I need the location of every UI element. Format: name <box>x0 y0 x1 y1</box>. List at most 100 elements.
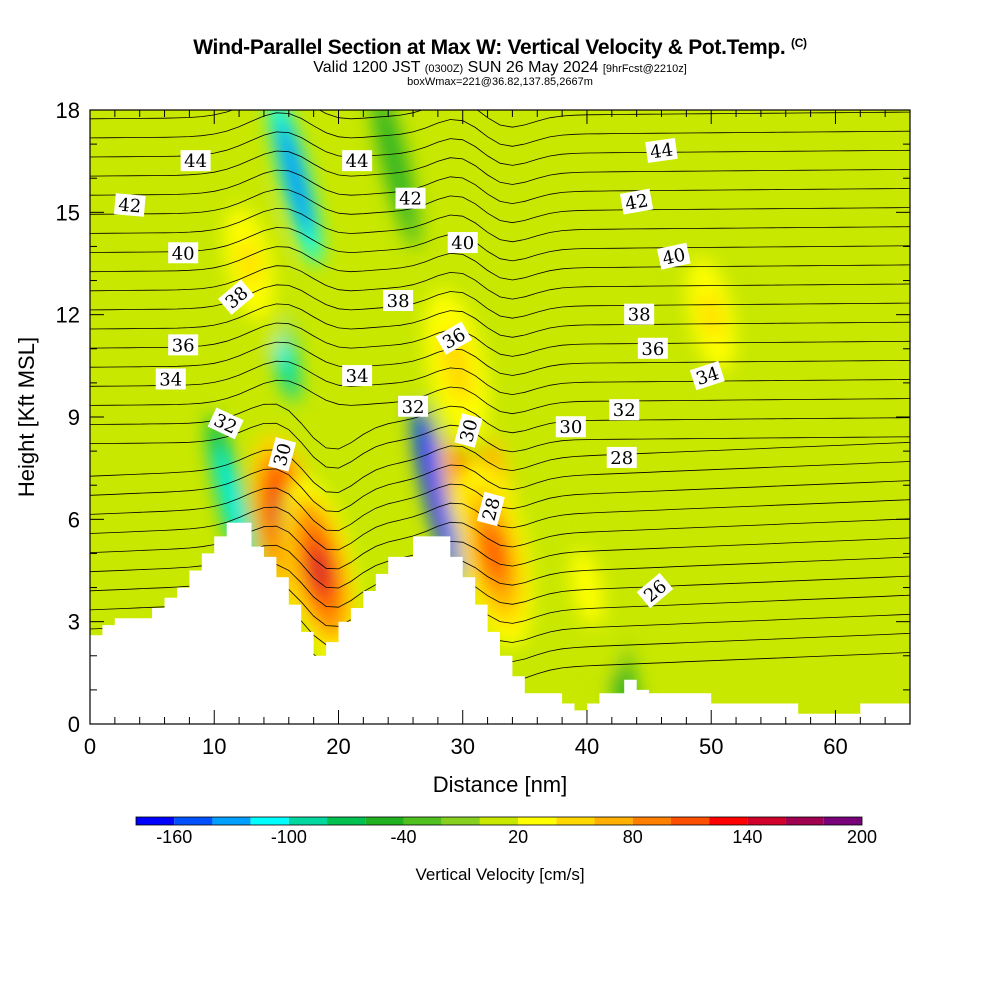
isentrope-label-box <box>624 303 655 325</box>
x-tick-label: 40 <box>575 734 599 759</box>
isentrope-line-11 <box>90 442 910 493</box>
isentrope-label-12: 36 <box>168 334 199 356</box>
isentrope-label-text: 36 <box>172 335 195 356</box>
isentrope-line-17 <box>90 322 910 357</box>
colorbar-tick-label: 140 <box>732 827 762 847</box>
isentrope-label-box <box>637 337 668 359</box>
isentrope-label-19: 32 <box>398 395 429 418</box>
isentrope-line-18 <box>90 303 910 338</box>
colorbar-swatch <box>174 817 213 825</box>
colorbar-swatch <box>212 817 251 825</box>
x-tick-label: 30 <box>450 734 474 759</box>
isentrope-label-6: 40 <box>168 242 199 264</box>
isentrope-label-7: 40 <box>447 232 478 254</box>
colorbar-swatch <box>479 817 519 825</box>
isentrope-label-4: 42 <box>395 187 426 210</box>
colorbar-tick-label: -100 <box>271 827 307 847</box>
isentrope-label-box <box>435 321 473 355</box>
colorbar-tick-label: 200 <box>847 827 877 847</box>
chart-title-text: Wind-Parallel Section at Max W: Vertical… <box>193 36 786 59</box>
isentrope-line-29 <box>90 110 910 128</box>
isentrope-label-box <box>476 491 505 527</box>
isentrope-label-text: 42 <box>117 195 142 218</box>
y-tick-label: 9 <box>68 405 80 430</box>
isentrope-line-27 <box>90 131 910 166</box>
box-info-line: boxWmax=221@36.82,137.85,2667m <box>407 76 593 88</box>
x-tick-label: 0 <box>84 734 96 759</box>
isentrope-label-box <box>155 368 186 390</box>
isentrope-label-text: 38 <box>628 305 651 326</box>
y-tick-label: 6 <box>68 507 80 532</box>
isentrope-label-text: 28 <box>610 448 633 469</box>
isentrope-label-box <box>555 416 586 438</box>
isentrope-label-text: 32 <box>613 400 636 421</box>
isentrope-line-25 <box>90 169 910 205</box>
isentrope-label-11: 38 <box>624 303 655 326</box>
isentrope-label-15: 34 <box>155 368 186 390</box>
colorbar-swatch <box>136 817 175 825</box>
axis-ticks <box>89 109 911 725</box>
isentrope-line-23 <box>90 207 910 243</box>
colorbar-tick-label: 20 <box>508 827 528 847</box>
x-tick-label: 60 <box>823 734 847 759</box>
isentrope-label-text: 40 <box>451 233 474 254</box>
colorbar-swatch <box>327 817 366 825</box>
updraft-6-level-4 <box>701 291 721 338</box>
isentrope-label-1: 44 <box>342 150 373 172</box>
colorbar-swatch <box>823 817 862 825</box>
x-tick-label: 50 <box>699 734 723 759</box>
isentrope-label-text: 34 <box>159 369 182 390</box>
isentrope-label-box <box>383 290 414 312</box>
colorbar-frame <box>135 816 863 826</box>
isentrope-label-box <box>689 360 725 391</box>
isentrope-label-text: 40 <box>172 243 195 264</box>
isentrope-line-28 <box>90 112 910 147</box>
terrain <box>90 522 910 724</box>
colorbar-swatch <box>670 817 710 825</box>
isentrope-label-2: 44 <box>645 137 678 163</box>
isentrope-label-box <box>342 365 373 387</box>
isentrope-line-8 <box>90 499 910 551</box>
isentrope-label-box <box>342 150 373 172</box>
isentrope-line-10 <box>90 461 910 513</box>
colorbar-tick-label: -40 <box>390 827 416 847</box>
isentrope-label-text: 40 <box>661 245 688 270</box>
colorbar-tick-label: 80 <box>623 827 643 847</box>
isentrope-label-text: 44 <box>184 151 207 172</box>
valid-prefix: Valid 1200 JST <box>313 59 421 76</box>
x-axis-label: Distance [nm] <box>433 772 568 797</box>
isentrope-label-box <box>218 279 255 315</box>
isentrope-label-16: 34 <box>342 365 373 387</box>
colorbar-swatch <box>785 817 824 825</box>
isentrope-label-10: 38 <box>383 290 414 312</box>
isentrope-label-5: 42 <box>619 188 654 215</box>
isentrope-label-box <box>656 242 691 270</box>
isentrope-label-text: 42 <box>624 190 650 215</box>
updraft-7-level-4 <box>577 564 597 611</box>
y-tick-label: 18 <box>56 98 80 123</box>
chart-valid-line: Valid 1200 JST (0300Z) SUN 26 May 2024 [… <box>0 59 1000 77</box>
y-axis-label: Height [Kft MSL] <box>14 337 39 497</box>
forecast-info: [9hrFcst@2210z] <box>602 63 687 75</box>
isentrope-label-box <box>606 446 637 468</box>
colorbar-swatch <box>747 817 786 825</box>
colorbar-swatch <box>709 817 748 825</box>
isentrope-label-22: 30 <box>454 413 483 448</box>
colorbar-tick-label: -160 <box>156 827 192 847</box>
isentrope-label-text: 30 <box>559 417 582 438</box>
isentrope-label-box <box>447 232 478 254</box>
isentrope-line-22 <box>90 227 910 262</box>
isentrope-label-14: 36 <box>637 337 668 360</box>
isentrope-label-box <box>168 242 199 264</box>
y-tick-label: 15 <box>56 200 80 225</box>
isentrope-label-box <box>609 399 640 421</box>
isentrope-label-box <box>207 407 244 440</box>
chart-title-mark: (C) <box>791 36 807 50</box>
isentrope-label-box <box>636 572 674 609</box>
colorbar-swatch <box>441 817 480 825</box>
isentrope-line-21 <box>90 246 910 281</box>
isentrope-label-0: 44 <box>180 150 211 172</box>
isentrope-label-text: 36 <box>641 339 664 360</box>
